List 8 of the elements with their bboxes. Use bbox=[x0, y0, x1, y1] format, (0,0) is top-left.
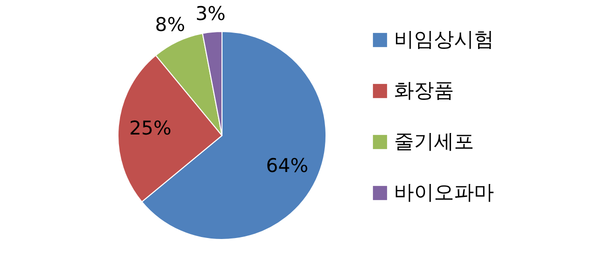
data-label: 3% bbox=[195, 3, 226, 26]
data-label: 8% bbox=[154, 14, 186, 36]
data-label: 64% bbox=[266, 155, 308, 178]
legend-label: 화장품 bbox=[394, 78, 454, 102]
legend-label: 바이오파마 bbox=[394, 180, 494, 204]
data-label: 25% bbox=[129, 118, 172, 140]
legend-label: 줄기세포 bbox=[394, 129, 474, 153]
legend-label: 비임상시험 bbox=[394, 27, 494, 51]
